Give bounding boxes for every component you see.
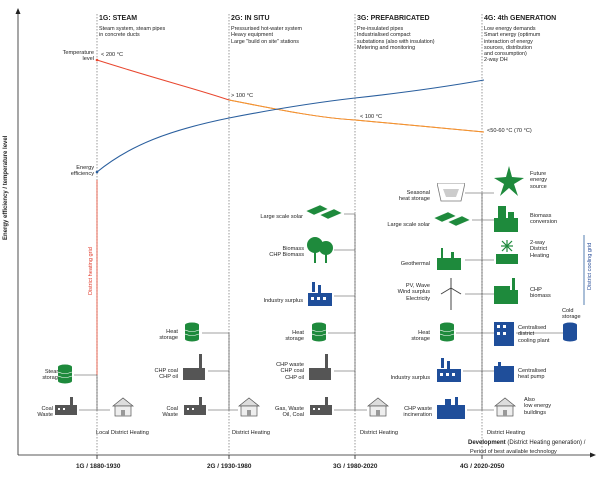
- geothermal-icon: [437, 248, 461, 270]
- gen3-item-solar: Large scale solar: [260, 214, 303, 220]
- gen4-item-two-way-dh: 2-way District Heating: [530, 240, 550, 259]
- gen1-item-steam-storage: Steam storage: [42, 369, 61, 382]
- gen2-desc: Pressurised hot-water system Heavy equipm…: [231, 26, 302, 45]
- gen4-desc: Low energy demands Smart energy (optimum i…: [484, 26, 541, 64]
- gen4-cold-storage-label: Cold storage: [562, 308, 581, 321]
- gen4-item-pv-wind: PV, Wave Wind surplus Electricity: [397, 283, 430, 302]
- gen4-item-chp-biomass: CHP biomass: [530, 287, 551, 300]
- gen2-network-label: District Heating: [232, 430, 270, 436]
- gen1-desc: Steam system, steam pipes in concrete duc…: [99, 26, 166, 39]
- gen4-item-heat-storage: Heat storage: [411, 330, 430, 343]
- temperature-markers: [95, 58, 99, 62]
- gen3-network-label: District Heating: [360, 430, 398, 436]
- tick-2g: 2G / 1930-1980: [207, 463, 252, 470]
- tick-3g: 3G / 1980-2020: [333, 463, 378, 470]
- gen2-item-coal-waste: Coal Waste: [162, 406, 178, 419]
- efficiency-curve: [96, 79, 485, 173]
- heat-pump-icon: [494, 362, 514, 382]
- gen2-chp-icon: [183, 354, 205, 380]
- gen3-biomass-tree-icon: [307, 237, 333, 263]
- gen2-title: 2G: IN SITU: [231, 15, 270, 22]
- future-energy-star-icon: [494, 166, 524, 196]
- wind-turbine-icon: [440, 278, 462, 310]
- gen4-item-geothermal: Geothermal: [400, 261, 430, 267]
- gen4-item-biomass-conversion: Biomass conversion: [530, 213, 558, 226]
- gen4-item-seasonal-storage: Seasonal heat storage: [398, 190, 430, 203]
- temperature-level-label: Temperature level: [62, 50, 94, 63]
- gen3-item-biomass: Biomass CHP Biomass: [269, 246, 304, 259]
- chp-biomass-icon: [494, 278, 518, 304]
- gen4-item-solar: Large scale solar: [387, 222, 430, 228]
- gen4-item-heat-pump: Centralised heat pump: [518, 368, 547, 381]
- gen4-item-chp-waste: CHP waste incineration: [403, 406, 432, 419]
- gen4-title: 4G: 4th GENERATION: [484, 15, 557, 22]
- gen4-item-cooling-plant: Centralised district cooling plant: [518, 325, 550, 344]
- gen4-item-industry: Industry surplus: [390, 375, 430, 381]
- gen3-item-heat-storage: Heat storage: [285, 330, 304, 343]
- incineration-icon: [437, 397, 465, 419]
- gen3-item-industry: Industry surplus: [263, 298, 303, 304]
- gen4-item-low-energy: Also low energy buildings: [524, 397, 552, 416]
- x-axis-subtitle: Period of best available technology: [470, 449, 557, 455]
- temp-point-1: < 200 °C: [101, 52, 123, 58]
- two-way-dh-icon: [496, 240, 518, 264]
- gen4-item-future-energy: Future energy source: [530, 171, 548, 190]
- gen3-chp-icon: [309, 354, 331, 380]
- gen4-industry-icon: [437, 358, 461, 382]
- cold-storage-icon: [563, 322, 577, 342]
- gen3-desc: Pre-insulated pipes Industrialised compac…: [357, 26, 435, 51]
- temp-point-2: > 100 °C: [231, 93, 253, 99]
- gen1-title: 1G: STEAM: [99, 15, 138, 22]
- efficiency-marker: [95, 170, 99, 174]
- x-axis-title: Development (District Heating generation…: [468, 440, 586, 446]
- energy-efficiency-label: Energy efficiency: [70, 165, 94, 178]
- gen3-industry-icon: [308, 282, 332, 306]
- gen2-item-heat-storage: Heat storage: [159, 329, 178, 342]
- biomass-conversion-icon: [494, 206, 518, 232]
- cooling-plant-icon: [494, 322, 514, 346]
- temperature-curve-orange: [228, 99, 485, 133]
- gen1-network-label: Local District Heating: [96, 430, 149, 436]
- tick-4g: 4G / 2020-2050: [460, 463, 505, 470]
- gen2-item-chp: CHP coal CHP oil: [154, 368, 178, 381]
- gen4-network-label: District Heating: [487, 430, 525, 436]
- gen3-title: 3G: PREFABRICATED: [357, 15, 430, 22]
- temp-point-3: < 100 °C: [360, 114, 382, 120]
- temp-point-4: <50-60 °C (70 °C): [487, 128, 532, 134]
- gen3-item-gas-waste: Gas, Waste Oil, Coal: [274, 406, 304, 419]
- seasonal-storage-icon: [437, 183, 465, 202]
- gen1-item-coal-waste: Coal Waste: [37, 406, 53, 419]
- gen3-item-chp: CHP waste CHP coal CHP oil: [276, 362, 304, 381]
- tick-1g: 1G / 1880-1930: [76, 463, 121, 470]
